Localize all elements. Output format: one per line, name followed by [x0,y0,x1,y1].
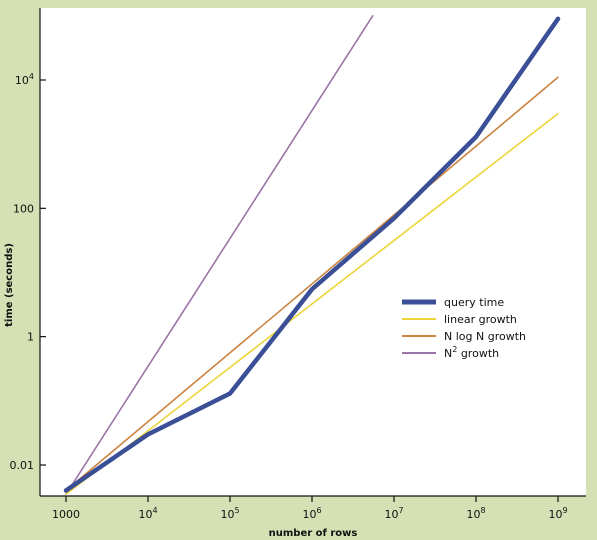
y-tick-label: 104 [15,72,34,87]
x-tick-label: 1000 [52,508,80,521]
legend-label: N log N growth [444,330,526,343]
series-line-3 [65,15,374,496]
x-ticks: 1000 104 105 106 107 108 109 [52,496,568,521]
series-layer [63,15,561,496]
x-tick-label: 106 [302,506,321,521]
y-tick-label: 0.01 [10,459,35,472]
series-line-2 [65,76,559,492]
x-tick-label: 105 [220,506,239,521]
x-tick-label: 107 [384,506,403,521]
x-tick-label: 104 [138,506,157,521]
x-tick-label: 108 [466,506,485,521]
series-line-1 [65,112,559,496]
legend-label: N2 growth [444,345,499,360]
plot-area [40,8,586,496]
y-axis-title: time (seconds) [4,243,15,327]
series-line-0 [63,16,561,493]
legend-label: query time [444,296,504,309]
legend-label: linear growth [444,313,517,326]
y-tick-label: 100 [13,202,34,215]
legend: query time linear growth N log N growth N2 … [402,296,526,360]
x-axis-title: number of rows [269,528,358,539]
y-tick-label: 1 [27,331,34,344]
y-ticks: 0.01 1 100 104 [10,72,46,472]
x-tick-label: 109 [548,506,567,521]
